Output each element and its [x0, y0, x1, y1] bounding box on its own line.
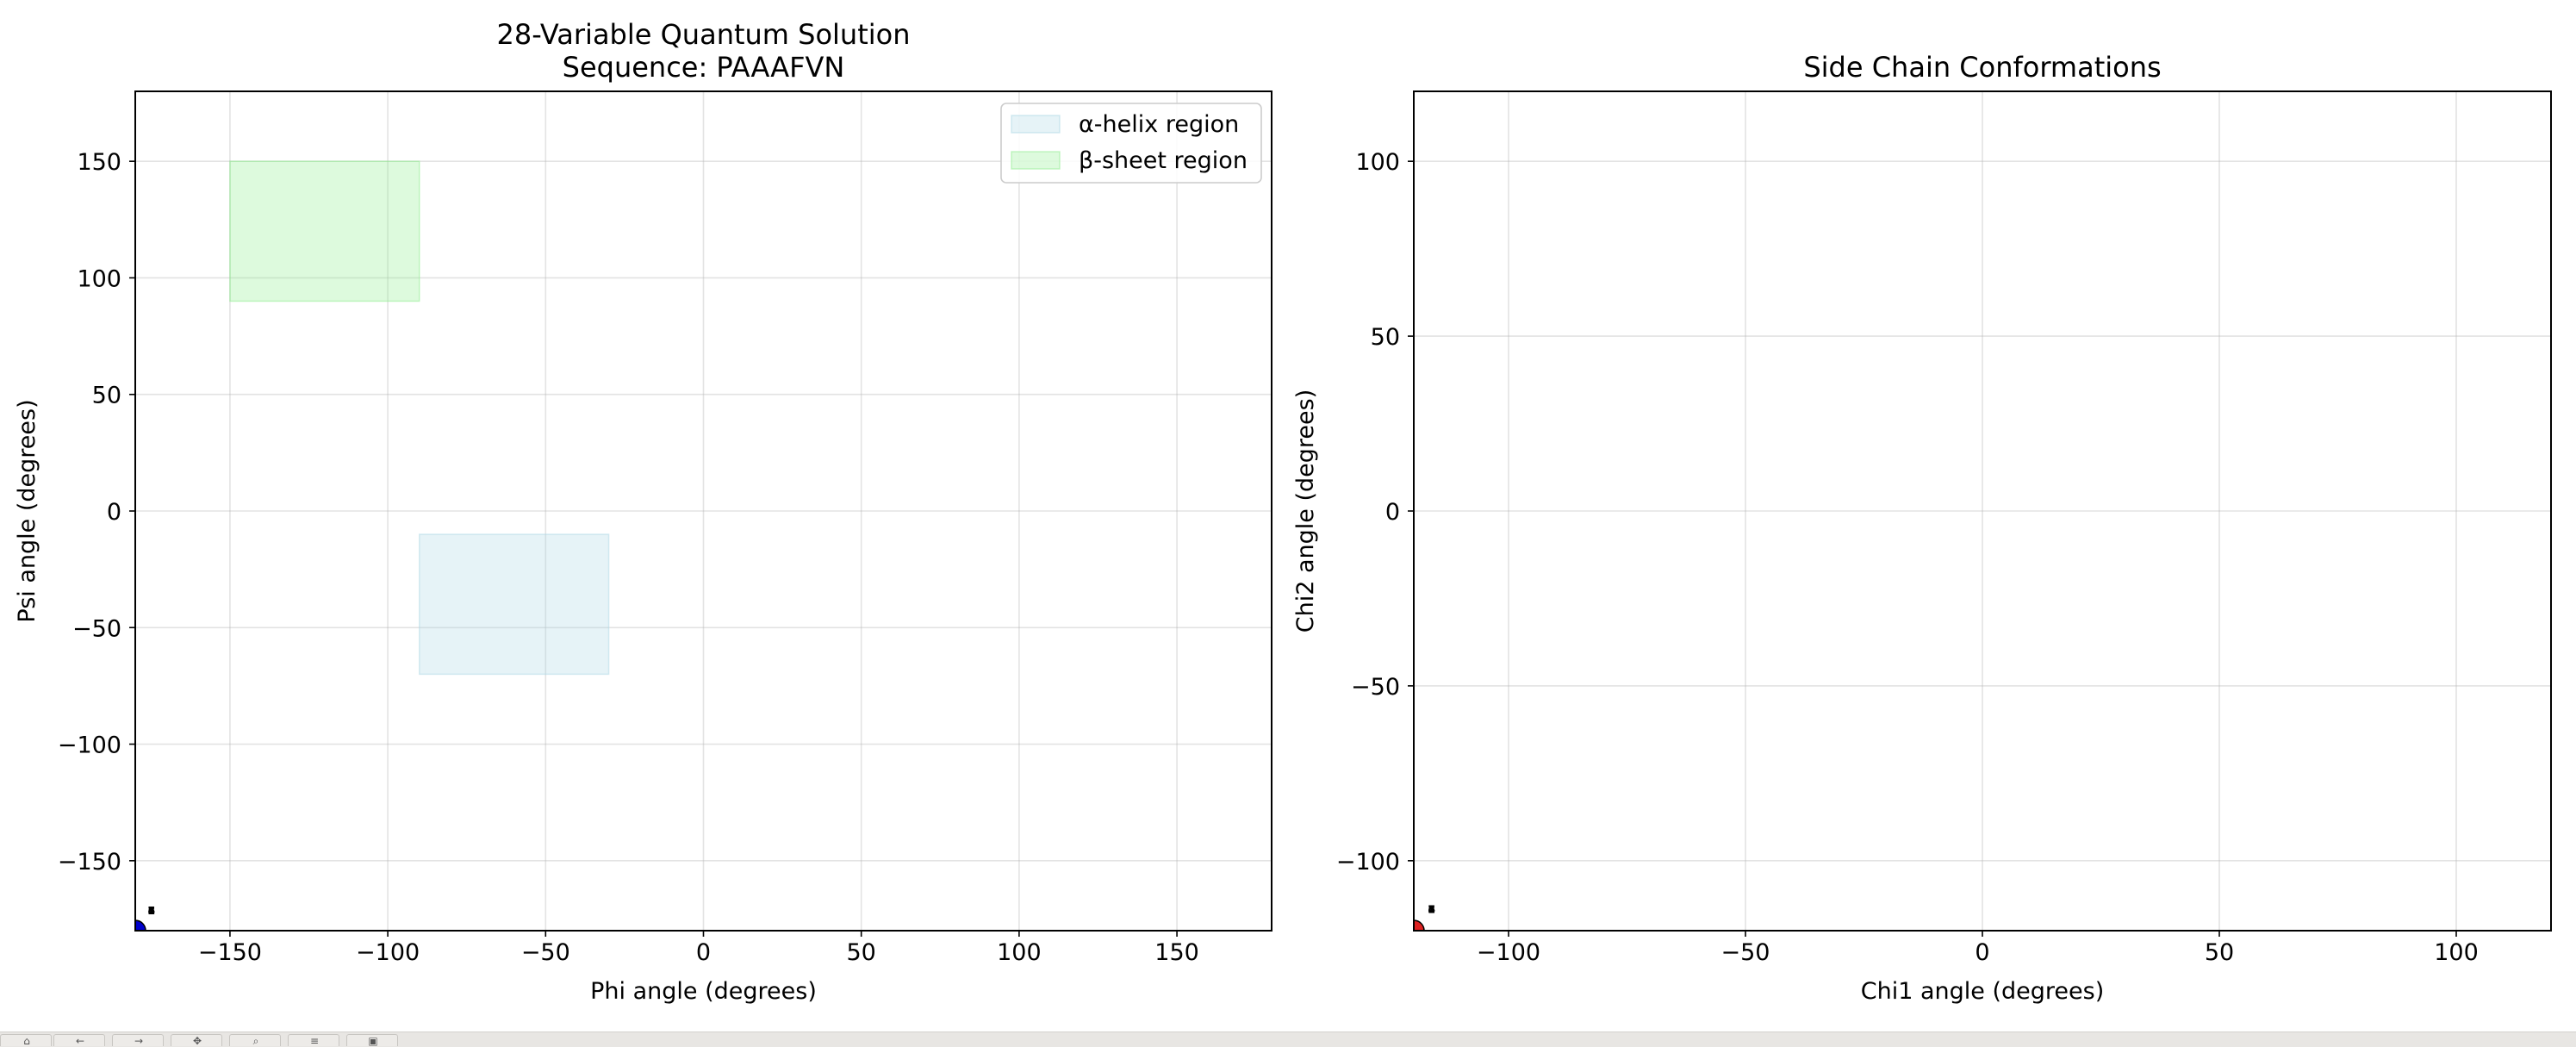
residue-label-3: 3 [148, 905, 155, 917]
data-point [1414, 919, 1425, 931]
residue-label-7: 7 [1428, 904, 1435, 916]
x-tick-label: −150 [198, 939, 262, 966]
pan-button[interactable]: ✥ [171, 1034, 222, 1046]
residue-label-1: 1 [148, 905, 155, 917]
residue-label-4: 4 [148, 905, 155, 917]
y-tick-label: −150 [58, 849, 121, 876]
beta-sheet-region [229, 160, 420, 302]
y-tick-label: 0 [107, 499, 121, 526]
x-tick-label: 150 [1154, 939, 1199, 966]
y-tick-label: 0 [1385, 499, 1400, 526]
chart-title: 28-Variable Quantum Solution [496, 18, 910, 51]
chart-title: Side Chain Conformations [1803, 51, 2161, 84]
residue-label-6: 6 [1428, 904, 1435, 916]
y-axis-label: Chi2 angle (degrees) [1292, 390, 1319, 633]
back-button[interactable]: ← [53, 1034, 105, 1046]
residue-label-3: 3 [1428, 904, 1435, 916]
y-tick-label: −50 [72, 615, 121, 642]
residue-label-4: 4 [1428, 904, 1435, 916]
configure-subplots-icon: ≡ [309, 1035, 320, 1047]
x-tick-label: 100 [997, 939, 1042, 966]
legend: α-helix region β-sheet region [1000, 103, 1262, 184]
x-tick-label: −100 [1477, 939, 1540, 966]
x-tick-label: 50 [2205, 939, 2234, 966]
x-tick-label: −100 [356, 939, 420, 966]
y-tick-label: 50 [1371, 324, 1400, 351]
legend-label-alpha-helix: α-helix region [1079, 111, 1239, 138]
home-icon: ⌂ [23, 1035, 30, 1047]
chart-subtitle: Sequence: PAAAFVN [563, 51, 845, 84]
x-tick-label: 100 [2434, 939, 2479, 966]
save-button[interactable]: ▣ [346, 1034, 398, 1046]
save-icon: ▣ [368, 1035, 378, 1047]
pan-icon: ✥ [192, 1035, 202, 1047]
configure-subplots-button[interactable]: ≡ [288, 1034, 339, 1046]
y-tick-label: −100 [58, 732, 121, 759]
legend-box [1000, 103, 1262, 184]
residue-label-2: 2 [1428, 904, 1435, 916]
x-axis-label: Phi angle (degrees) [590, 978, 817, 1005]
forward-button[interactable]: → [112, 1034, 164, 1046]
residue-label-7: 7 [148, 905, 155, 917]
x-axis-label: Chi1 angle (degrees) [1861, 978, 2104, 1005]
alpha-helix-region [419, 533, 610, 676]
residue-label-2: 2 [148, 905, 155, 917]
y-tick-label: 150 [77, 149, 121, 176]
y-tick-label: 100 [1355, 149, 1400, 176]
zoom-button[interactable]: ⌕ [229, 1034, 281, 1046]
y-tick-label: −50 [1351, 674, 1400, 701]
navigation-toolbar: ⌂ ← → ✥ ⌕ ≡ ▣ [0, 1031, 2576, 1047]
legend-swatch-beta-sheet [1011, 151, 1061, 170]
residue-label-6: 6 [148, 905, 155, 917]
x-tick-label: 50 [847, 939, 876, 966]
residue-label-5: 5 [148, 905, 155, 917]
residue-label-1: 1 [1428, 904, 1435, 916]
y-tick-label: −100 [1336, 849, 1400, 876]
x-tick-label: 0 [696, 939, 711, 966]
x-tick-label: −50 [521, 939, 570, 966]
y-tick-label: 100 [77, 265, 121, 292]
back-icon: ← [75, 1035, 85, 1047]
residue-label-5: 5 [1428, 904, 1435, 916]
forward-icon: → [134, 1035, 144, 1047]
zoom-icon: ⌕ [252, 1035, 259, 1047]
legend-swatch-alpha-helix [1011, 115, 1061, 134]
x-tick-label: 0 [1975, 939, 1989, 966]
y-tick-label: 50 [92, 383, 121, 409]
home-button[interactable]: ⌂ [0, 1034, 52, 1046]
y-axis-label: Psi angle (degrees) [14, 399, 40, 622]
legend-label-beta-sheet: β-sheet region [1079, 147, 1248, 174]
data-point [135, 919, 146, 931]
x-tick-label: −50 [1721, 939, 1770, 966]
